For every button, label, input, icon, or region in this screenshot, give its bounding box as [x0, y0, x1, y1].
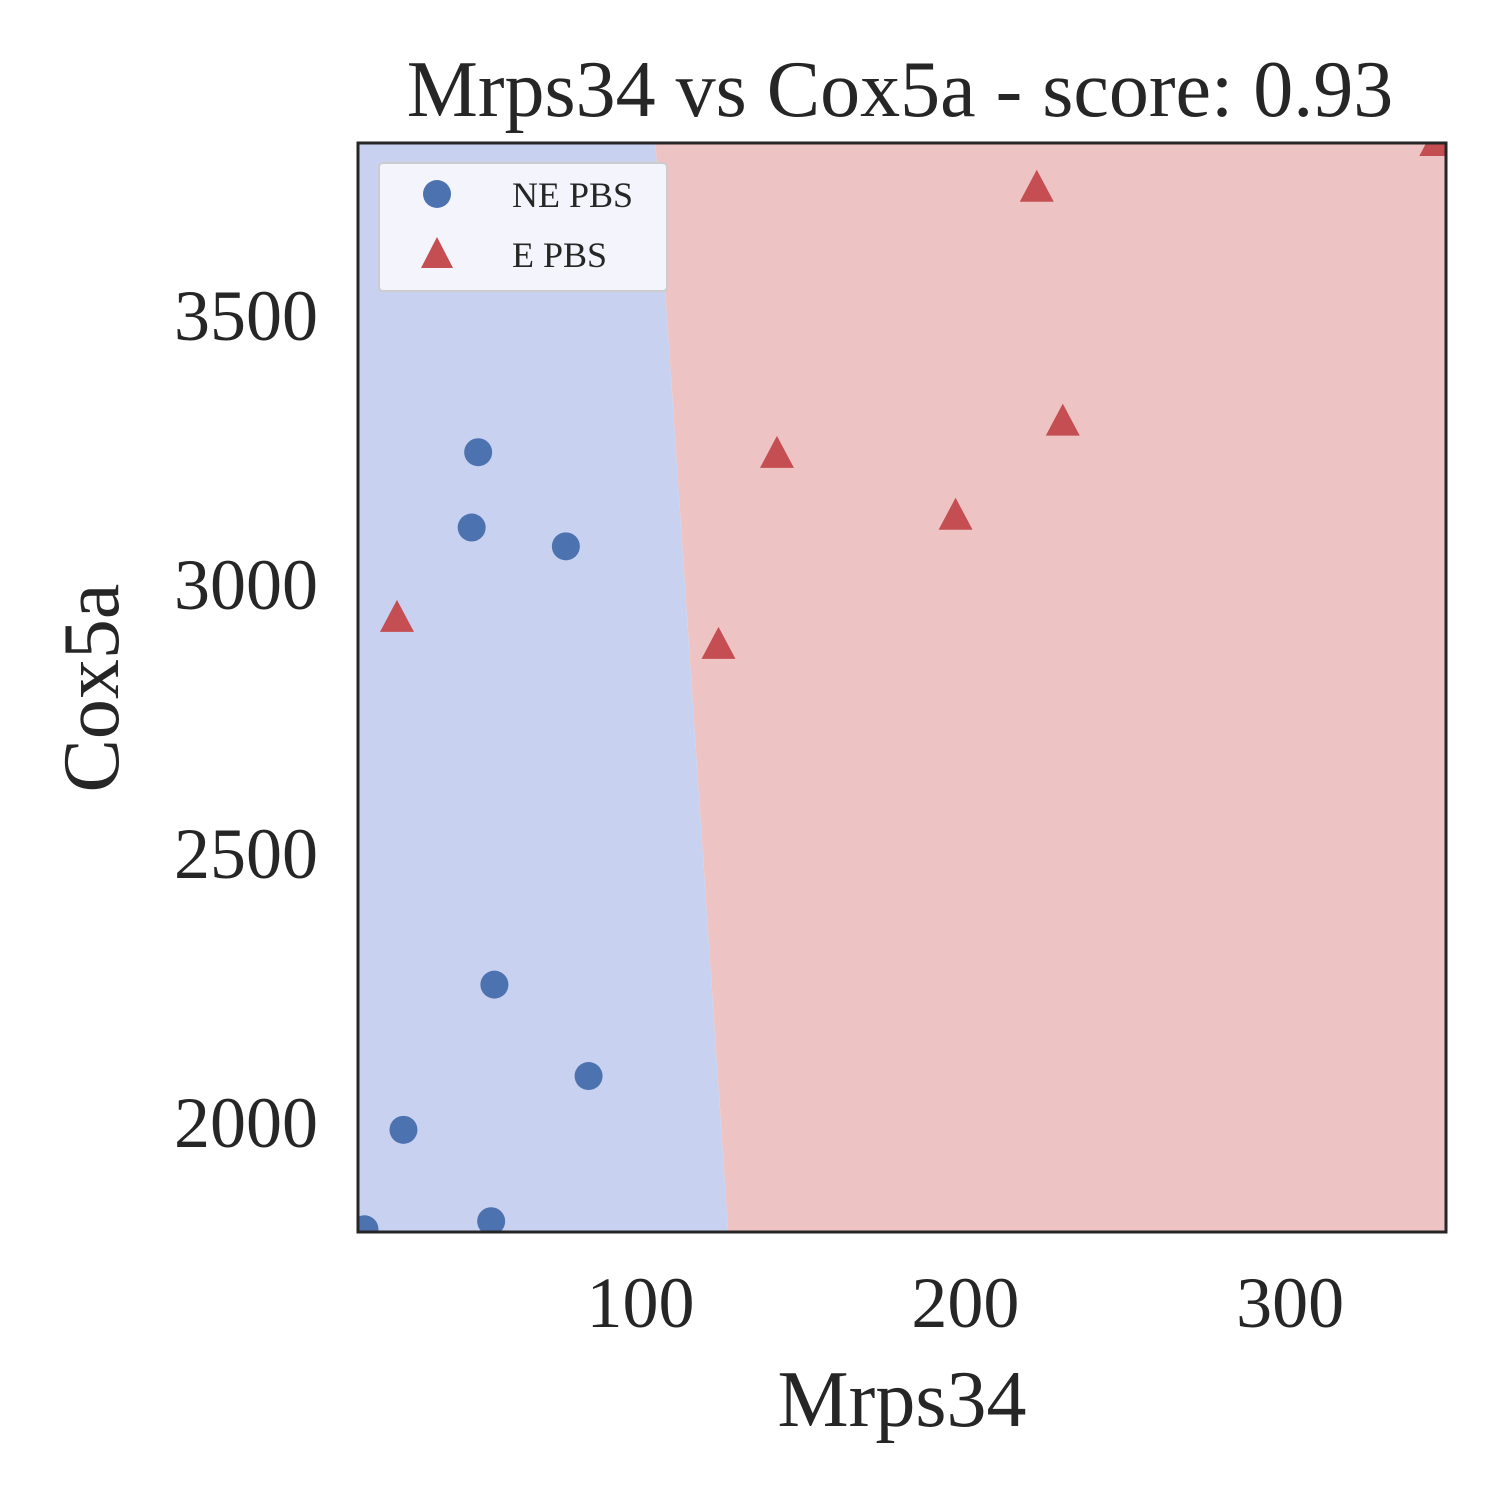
legend: NE PBS E PBS	[378, 162, 668, 292]
e-pbs-decision-region	[655, 143, 1446, 1232]
legend-marker-e-pbs	[421, 237, 453, 268]
e-pbs-point-6	[1419, 143, 1446, 156]
y-tick-label: 3000	[174, 545, 318, 625]
x-axis-ticks: 100 200 300	[587, 1263, 1345, 1343]
y-tick-label: 3500	[174, 276, 318, 356]
ne-pbs-point-5	[477, 1207, 506, 1232]
y-axis-ticks: 2000 2500 3000 3500	[174, 276, 318, 1163]
legend-label-ne-pbs: NE PBS	[512, 175, 633, 215]
e-pbs-point-5	[1045, 403, 1080, 436]
ne-pbs-point-2	[457, 513, 486, 542]
chart-title: Mrps34 vs Cox5a - score: 0.93	[407, 46, 1394, 134]
x-tick-label: 100	[587, 1263, 695, 1343]
legend-marker-ne-pbs	[423, 180, 451, 208]
x-tick-label: 200	[911, 1263, 1019, 1343]
plot-area	[358, 143, 1446, 1232]
x-axis-label: Mrps34	[778, 1356, 1027, 1444]
ne-pbs-point-0	[358, 1215, 379, 1232]
ne-pbs-point-4	[480, 970, 509, 999]
y-tick-label: 2500	[174, 814, 318, 894]
ne-pbs-point-3	[464, 438, 493, 467]
y-axis-label: Cox5a	[48, 584, 136, 793]
x-tick-label: 300	[1236, 1263, 1344, 1343]
legend-label-e-pbs: E PBS	[512, 235, 607, 275]
e-pbs-point-4	[1019, 169, 1054, 202]
legend-box	[378, 162, 668, 292]
ne-pbs-point-1	[389, 1115, 418, 1144]
y-tick-label: 2000	[174, 1083, 318, 1163]
e-pbs-point-0	[379, 599, 414, 632]
e-pbs-point-3	[938, 497, 973, 530]
ne-pbs-decision-region	[358, 143, 729, 1232]
e-pbs-point-2	[759, 435, 794, 468]
e-pbs-point-1	[701, 626, 736, 659]
ne-pbs-point-6	[551, 532, 580, 561]
data-markers	[358, 143, 1446, 1232]
plot-frame	[356, 141, 1448, 1234]
ne-pbs-point-7	[574, 1062, 603, 1091]
